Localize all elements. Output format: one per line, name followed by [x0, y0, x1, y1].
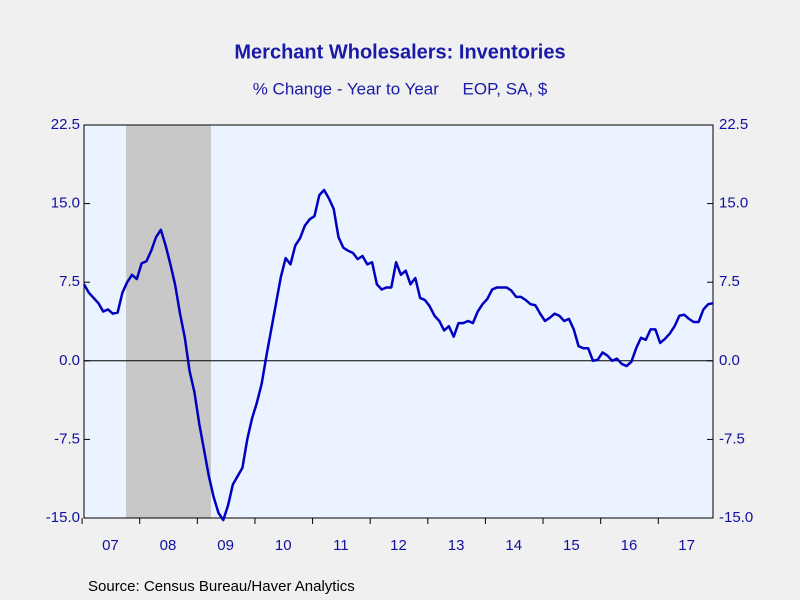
x-tick-label: 13 [448, 537, 465, 554]
x-tick-label: 08 [160, 537, 177, 554]
x-tick-label: 15 [563, 537, 580, 554]
source-note: Source: Census Bureau/Haver Analytics [88, 578, 355, 595]
x-tick-label: 16 [621, 537, 638, 554]
y2-tick-label: -15.0 [719, 509, 753, 526]
y-tick-label: -15.0 [46, 509, 80, 526]
y-tick-label: 22.5 [51, 116, 80, 133]
y2-tick-label: 15.0 [719, 195, 748, 212]
y-tick-label: 0.0 [59, 352, 80, 369]
x-tick-label: 10 [275, 537, 292, 554]
y-tick-label: -7.5 [54, 430, 80, 447]
y-tick-label: 7.5 [59, 273, 80, 290]
x-tick-label: 12 [390, 537, 407, 554]
chart-subtitle: % Change - Year to Year EOP, SA, $ [253, 79, 548, 98]
x-tick-label: 09 [217, 537, 234, 554]
data-line [82, 188, 714, 522]
y2-tick-label: 0.0 [719, 352, 740, 369]
x-tick-label: 14 [505, 537, 522, 554]
x-tick-label: 11 [333, 537, 349, 554]
plot-frame [83, 124, 714, 519]
chart-title: Merchant Wholesalers: Inventories [234, 41, 565, 63]
recession-shading [126, 125, 211, 518]
y2-tick-label: -7.5 [719, 430, 745, 447]
y2-tick-label: 7.5 [719, 273, 740, 290]
x-tick-label: 07 [102, 537, 119, 554]
y2-tick-label: 22.5 [719, 116, 748, 133]
y-tick-label: 15.0 [51, 195, 80, 212]
x-tick-label: 17 [678, 537, 695, 554]
